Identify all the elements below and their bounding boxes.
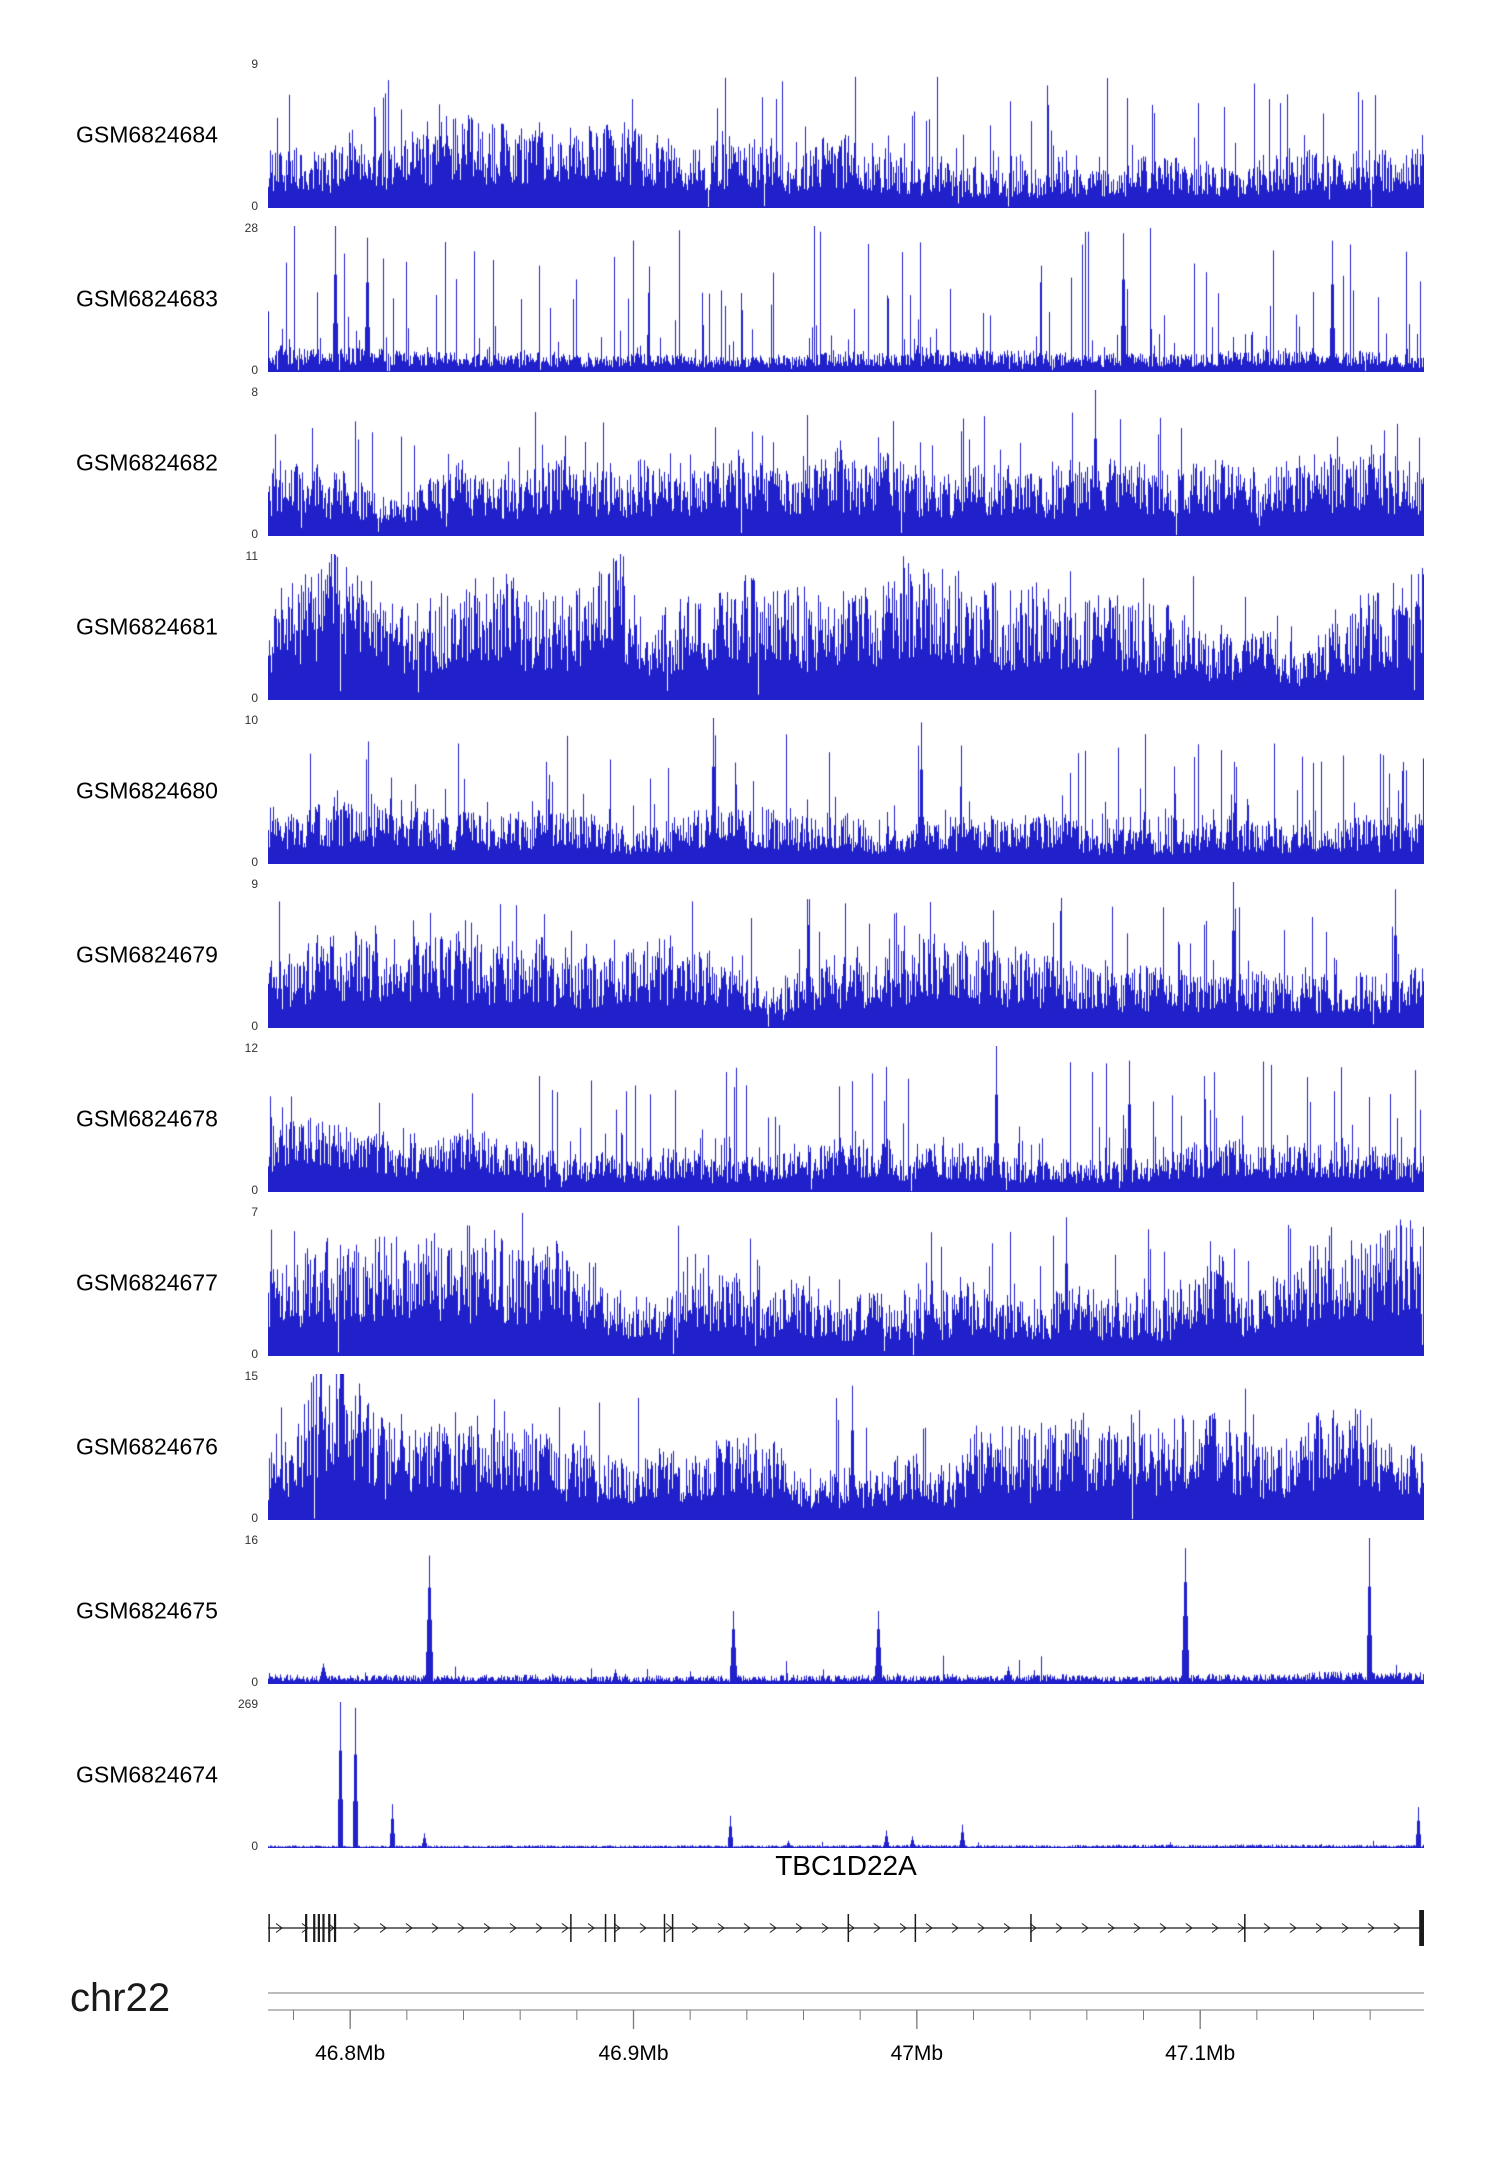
y-axis-min-label: 0 (251, 1839, 258, 1853)
y-axis-max-label: 9 (251, 877, 258, 891)
y-axis-min-label: 0 (251, 199, 258, 213)
y-axis-max-label: 10 (244, 713, 258, 727)
coverage-histogram (268, 62, 1424, 208)
sample-label: GSM6824678 (76, 1105, 218, 1132)
y-axis-min-label: 0 (251, 691, 258, 705)
coverage-track-row: GSM6824680 10 0 (0, 714, 1500, 868)
y-axis-max-label: 7 (251, 1205, 258, 1219)
coverage-track-row: GSM6824678 12 0 (0, 1042, 1500, 1196)
coverage-histogram (268, 226, 1424, 372)
coverage-histogram (268, 1046, 1424, 1192)
axis-tick-label: 47.1Mb (1165, 2042, 1236, 2065)
y-axis-min-label: 0 (251, 1675, 258, 1689)
coverage-track-row: GSM6824675 16 0 (0, 1534, 1500, 1688)
y-axis-max-label: 9 (251, 57, 258, 71)
axis-tick-labels: 46.8Mb 46.9Mb 47Mb 47.1Mb (268, 2042, 1424, 2070)
axis-tick-label: 46.9Mb (598, 2042, 669, 2065)
coverage-histogram (268, 718, 1424, 864)
coverage-histogram (268, 554, 1424, 700)
y-axis-max-label: 269 (237, 1697, 258, 1711)
sample-label: GSM6824680 (76, 777, 218, 804)
y-axis-max-label: 8 (251, 385, 258, 399)
y-axis-min-label: 0 (251, 527, 258, 541)
y-axis-max-label: 28 (244, 221, 258, 235)
axis-tick-label: 46.8Mb (315, 2042, 386, 2065)
y-axis-max-label: 11 (245, 549, 258, 563)
genome-axis (268, 1992, 1424, 2029)
coverage-track-row: GSM6824679 9 0 (0, 878, 1500, 1032)
y-axis-min-label: 0 (251, 1183, 258, 1197)
coverage-track-row: GSM6824683 28 0 (0, 222, 1500, 376)
axis-tick-label: 47Mb (890, 2042, 944, 2065)
sample-label: GSM6824681 (76, 613, 218, 640)
y-axis-min-label: 0 (251, 855, 258, 869)
sample-label: GSM6824679 (76, 941, 218, 968)
sample-label: GSM6824677 (76, 1269, 218, 1296)
y-axis-min-label: 0 (251, 1019, 258, 1033)
chromosome-label: chr22 (70, 1976, 171, 2020)
gene-model (268, 1910, 1424, 1946)
y-axis-min-label: 0 (251, 363, 258, 377)
coverage-track-row: GSM6824674 269 0 (0, 1698, 1500, 1852)
y-axis-max-label: 16 (244, 1533, 258, 1547)
coverage-track-row: GSM6824682 8 0 (0, 386, 1500, 540)
sample-label: GSM6824674 (76, 1761, 218, 1788)
y-axis-min-label: 0 (251, 1511, 258, 1525)
y-axis-max-label: 12 (244, 1041, 258, 1055)
coverage-histogram (268, 1374, 1424, 1520)
coverage-track-row: GSM6824677 7 0 (0, 1206, 1500, 1360)
coverage-histogram (268, 390, 1424, 536)
coverage-histogram (268, 1210, 1424, 1356)
coverage-histogram (268, 1702, 1424, 1848)
sample-label: GSM6824684 (76, 121, 218, 148)
coverage-histogram (268, 1538, 1424, 1684)
y-axis-max-label: 15 (244, 1369, 258, 1383)
y-axis-min-label: 0 (251, 1347, 258, 1361)
sample-label: GSM6824683 (76, 285, 218, 312)
coverage-track-row: GSM6824676 15 0 (0, 1370, 1500, 1524)
coverage-track-row: GSM6824684 9 0 (0, 58, 1500, 212)
gene-name-label: TBC1D22A (775, 1850, 917, 1881)
coverage-track-row: GSM6824681 11 0 (0, 550, 1500, 704)
sample-label: GSM6824682 (76, 449, 218, 476)
coverage-histogram (268, 882, 1424, 1028)
sample-label: GSM6824675 (76, 1597, 218, 1624)
sample-label: GSM6824676 (76, 1433, 218, 1460)
